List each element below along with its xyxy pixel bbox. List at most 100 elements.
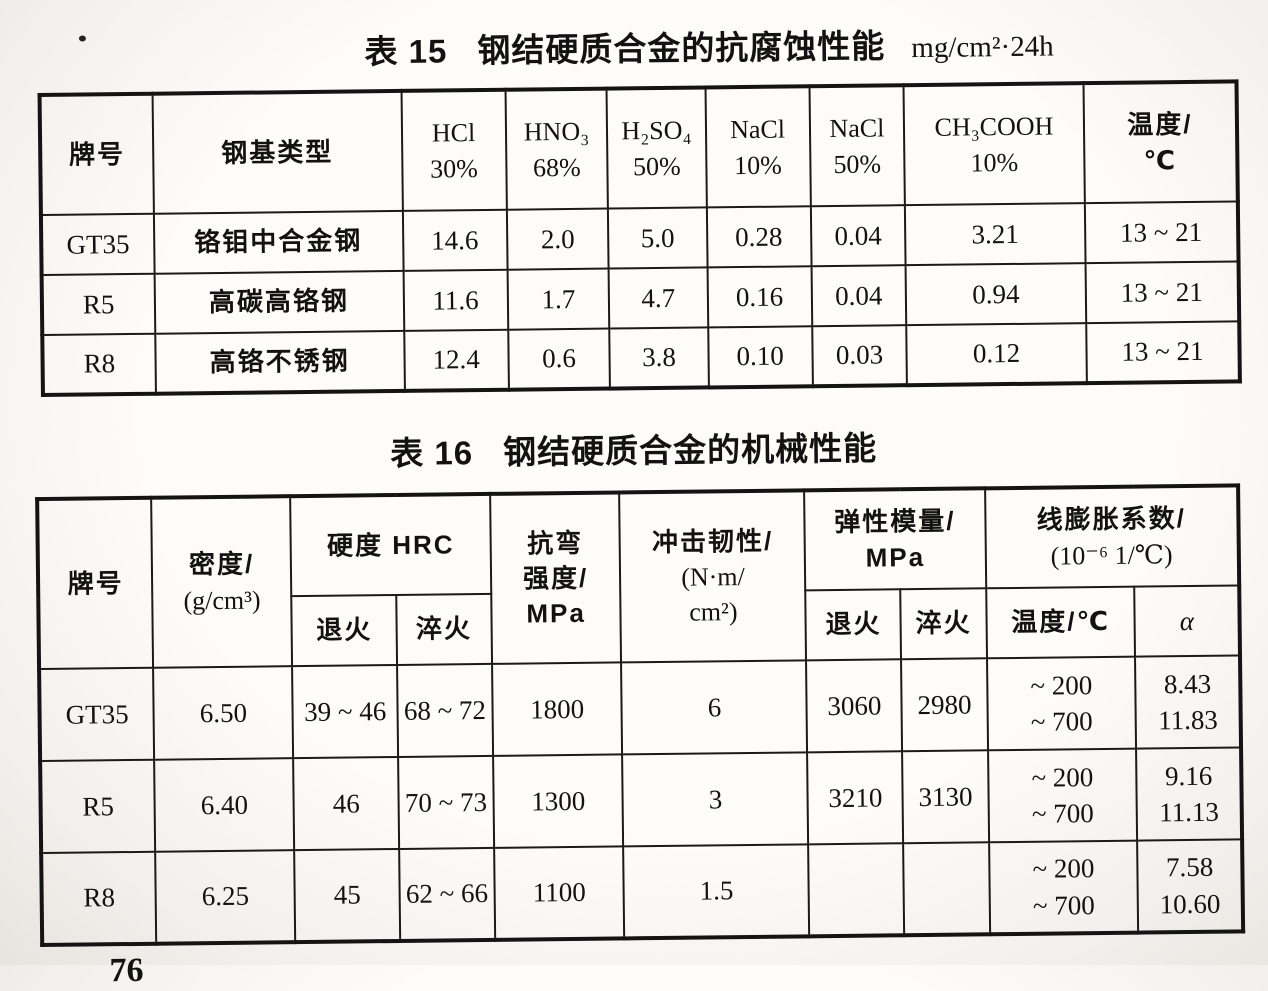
cell-grade: R5 [40,760,155,853]
header-ch3cooh: CH₃COOH 10% [904,83,1085,205]
header-nacl10: NaCl 10% [705,86,810,207]
cell-hrc-annealed: 39 ~ 46 [292,665,398,758]
cell-modulus-quenched: 3130 [902,750,988,843]
header-hno3: HNO₃ 68% [505,89,608,210]
cell-alpha-1: 7.58 [1139,848,1241,886]
cell-nacl50: 0.03 [812,325,907,386]
cell-h2so4: 3.8 [610,327,709,388]
header-nacl10-concentration: 10% [707,147,810,183]
cell-hno3: 1.7 [507,269,609,330]
cell-density: 6.50 [153,666,293,760]
table15-unit: mg/cm²·24h [911,30,1054,65]
cell-alpha-2: 11.83 [1137,701,1239,739]
cell-expansion-temperature: ~ 200 ~ 700 [987,657,1137,751]
cell-hno3: 0.6 [508,329,610,390]
header-expansion-unit: (10⁻⁶ 1/℃) [986,536,1237,574]
subheader-modulus-quenched: 淬火 [901,588,987,659]
cell-temp-range-1: ~ 200 [989,758,1136,796]
header-ch3cooh-concentration: 10% [905,144,1083,181]
header-hno3-formula: HNO₃ [506,114,606,150]
cell-expansion-alpha: 8.43 11.83 [1135,655,1241,748]
header-hardness-hrc: 硬度 HRC [291,494,491,596]
header-elastic-modulus: 弹性模量/ MPa [805,488,986,590]
cell-hrc-annealed: 45 [295,849,401,942]
table15-number: 表 15 [364,24,447,73]
cell-hrc-quenched: 68 ~ 72 [397,664,493,757]
header-hno3-concentration: 68% [507,149,607,185]
header-temperature-unit: ℃ [1085,142,1236,179]
header-bend-line2: 强度/ [492,560,620,597]
cell-steel-type: 高铬不锈钢 [155,331,405,394]
cell-grade: R5 [42,274,155,335]
header-grade: 牌号 [40,94,154,215]
cell-temp-range-2: ~ 700 [988,703,1135,741]
cell-hrc-quenched: 62 ~ 66 [399,848,495,941]
cell-temp-range-1: ~ 200 [988,666,1135,704]
cell-hcl30: 11.6 [403,270,508,331]
header-expansion-label: 线膨胀系数/ [986,501,1237,539]
table16-title: 钢结硬质合金的机械性能 [503,422,878,474]
cell-grade: R8 [41,852,156,945]
cell-temperature: 13 ~ 21 [1085,261,1239,323]
header-bending-strength: 抗弯 强度/ MPa [490,492,622,663]
header-h2so4-concentration: 50% [609,148,706,184]
cell-temperature: 13 ~ 21 [1085,201,1239,263]
header-grade: 牌号 [37,498,153,669]
cell-modulus-annealed: 3210 [807,751,903,844]
cell-bending-strength: 1800 [492,662,623,755]
header-impact-unit2: cm²) [622,593,805,630]
table15-title: 钢结硬质合金的抗腐蚀性能 [477,19,886,72]
header-ch3cooh-formula: CH₃COOH [905,109,1083,146]
header-density-label: 密度/ [153,547,291,584]
cell-nacl50: 0.04 [811,205,906,266]
table16-number: 表 16 [390,426,473,475]
table-row: R5 6.40 46 70 ~ 73 1300 3 3210 3130 ~ 20… [40,747,1242,853]
cell-steel-type: 高碳高铬钢 [154,271,404,334]
table15-header-row: 牌号 钢基类型 HCl 30% HNO₃ 68% H₂SO₄ 50% NaCl … [40,81,1238,215]
cell-bending-strength: 1300 [493,754,624,847]
header-density-unit: (g/cm³) [153,582,291,619]
header-bend-unit: MPa [492,596,620,633]
cell-impact-toughness: 3 [623,752,809,846]
cell-hcl30: 12.4 [404,330,509,391]
header-impact-toughness: 冲击韧性/ (N·m/ cm²) [620,490,807,662]
cell-hcl30: 14.6 [402,210,507,271]
cell-grade: GT35 [39,668,154,761]
header-modulus-label: 弹性模量/ [806,504,985,541]
cell-expansion-alpha: 7.58 10.60 [1138,839,1244,932]
cell-temperature: 13 ~ 21 [1086,321,1240,383]
cell-h2so4: 5.0 [608,207,707,268]
header-temperature-label: 温度/ [1085,107,1236,144]
cell-alpha-1: 9.16 [1138,757,1240,795]
cell-h2so4: 4.7 [609,267,708,328]
header-nacl10-formula: NaCl [706,112,809,148]
header-hcl: HCl 30% [401,90,506,211]
table-row: GT35 6.50 39 ~ 46 68 ~ 72 1800 6 3060 29… [39,655,1241,761]
header-thermal-expansion: 线膨胀系数/ (10⁻⁶ 1/℃) [985,485,1240,588]
subheader-hrc-quenched: 淬火 [396,594,492,665]
cell-expansion-temperature: ~ 200 ~ 700 [988,749,1138,843]
cell-alpha-2: 11.13 [1138,793,1240,831]
subheader-expansion-alpha: α [1135,585,1240,656]
cell-alpha-1: 8.43 [1137,665,1239,703]
cell-modulus-quenched [903,842,989,935]
cell-density: 6.40 [154,758,294,852]
header-bend-line1: 抗弯 [491,525,619,562]
cell-hrc-quenched: 70 ~ 73 [398,756,494,849]
table15-caption: 表 15 钢结硬质合金的抗腐蚀性能 mg/cm²·24h [75,14,1268,76]
cell-impact-toughness: 6 [622,660,808,754]
cell-ch3cooh: 3.21 [905,203,1085,265]
cell-nacl10: 0.16 [707,266,812,327]
subheader-hrc-annealed: 退火 [292,595,397,666]
cell-nacl10: 0.10 [708,326,813,387]
cell-impact-toughness: 1.5 [624,844,810,938]
cell-grade: GT35 [41,214,154,275]
cell-modulus-annealed [809,843,905,936]
subheader-modulus-annealed: 退火 [806,589,902,660]
header-hcl-formula: HCl [402,115,505,151]
cell-density: 6.25 [155,850,295,944]
header-nacl50-formula: NaCl [810,111,903,147]
mechanical-properties-table: 牌号 密度/ (g/cm³) 硬度 HRC 抗弯 强度/ MPa 冲击韧性/ (… [35,483,1245,947]
header-modulus-unit: MPa [806,539,985,576]
cell-modulus-quenched: 2980 [901,658,987,751]
